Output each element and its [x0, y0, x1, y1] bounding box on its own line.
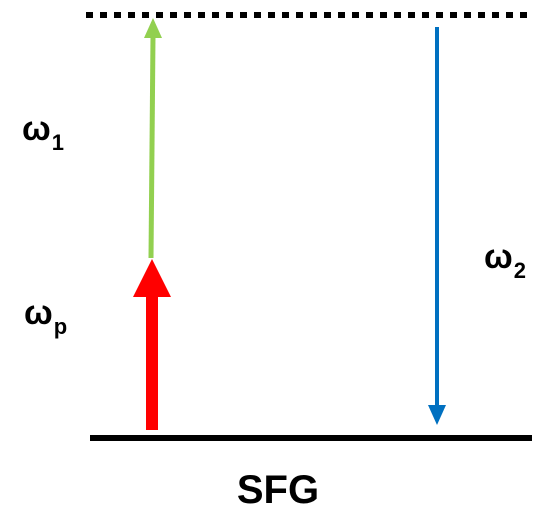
omega-2-subscript: 2	[513, 258, 526, 283]
omega-2-symbol: ω	[484, 238, 513, 276]
omega-1-symbol: ω	[22, 110, 51, 148]
omega-p-subscript: p	[53, 314, 68, 339]
omega-p-symbol: ω	[24, 294, 53, 332]
omega-p-arrow	[133, 259, 171, 430]
omega-2-arrow	[428, 27, 446, 425]
omega-1-label: ω1	[22, 110, 64, 154]
omega-1-subscript: 1	[51, 130, 64, 155]
omega-1-arrow	[144, 18, 162, 259]
diagram-title: SFG	[236, 468, 320, 512]
omega-2-label: ω2	[484, 238, 526, 282]
omega-p-label: ωp	[24, 294, 67, 338]
